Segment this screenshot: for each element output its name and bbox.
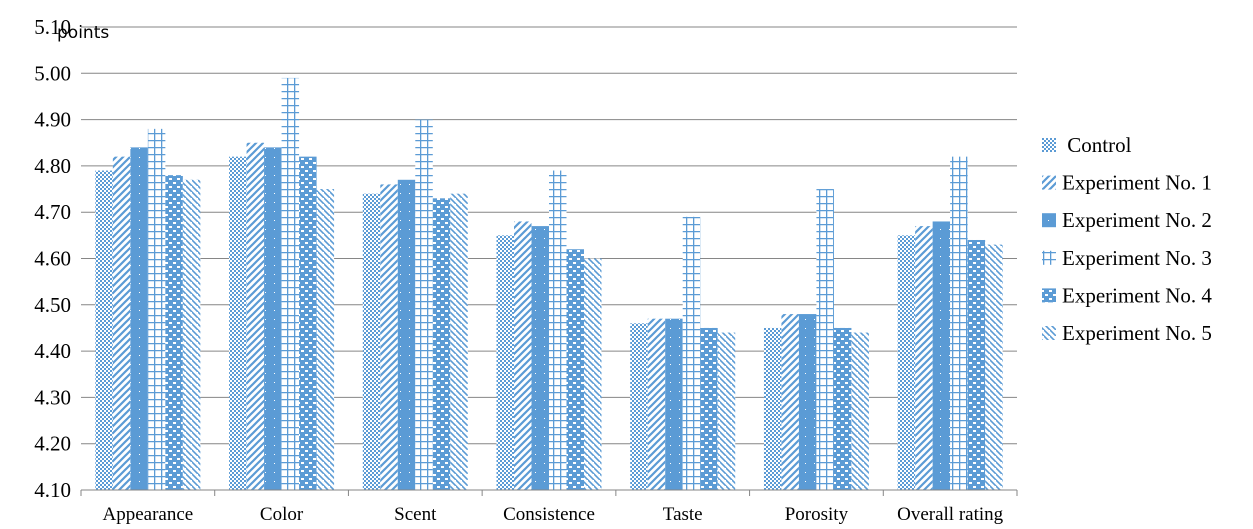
legend-label: Experiment No. 2 bbox=[1062, 208, 1212, 232]
bar-dots bbox=[630, 323, 648, 490]
bar-grid bbox=[415, 119, 433, 490]
legend-label: Experiment No. 3 bbox=[1062, 246, 1212, 270]
bar-check bbox=[299, 156, 317, 490]
bar-dots bbox=[362, 193, 381, 490]
y-tick-label: 5.00 bbox=[34, 61, 71, 85]
bar-solid bbox=[264, 147, 282, 490]
bar-grid bbox=[281, 77, 300, 491]
y-axis-unit-label: points bbox=[57, 23, 109, 43]
legend-swatch-solid bbox=[1042, 213, 1056, 228]
bar-solid bbox=[665, 318, 683, 490]
y-tick-label: 4.10 bbox=[34, 478, 71, 502]
bar-grid bbox=[950, 156, 968, 490]
bar-diag-down bbox=[182, 179, 201, 491]
bar-solid bbox=[932, 221, 951, 490]
x-category-label: Overall rating bbox=[897, 504, 1004, 525]
legend-swatch-dots bbox=[1042, 138, 1056, 152]
legend-label: Experiment No. 4 bbox=[1062, 283, 1212, 307]
y-tick-label: 4.70 bbox=[34, 200, 71, 224]
bar-diag-up bbox=[781, 314, 799, 490]
y-tick-label: 4.80 bbox=[34, 154, 71, 178]
y-tick-label: 4.40 bbox=[34, 339, 71, 363]
bar-grid bbox=[816, 189, 834, 491]
bar-solid bbox=[798, 314, 817, 490]
bar-solid bbox=[397, 179, 416, 491]
bar-solid bbox=[531, 226, 549, 490]
bar-diag-down bbox=[584, 258, 602, 490]
bar-diag-up bbox=[514, 221, 532, 490]
bar-check bbox=[700, 327, 718, 490]
x-category-label: Scent bbox=[394, 504, 437, 525]
bar-diag-up bbox=[647, 318, 666, 490]
bar-check bbox=[432, 198, 451, 490]
y-tick-label: 4.60 bbox=[34, 247, 71, 271]
legend: Control Experiment No. 1 Experiment No. 2 E… bbox=[1042, 133, 1212, 345]
y-tick-label: 5.10 bbox=[34, 15, 71, 39]
bar-check bbox=[566, 249, 584, 490]
x-category-label: Taste bbox=[663, 504, 703, 525]
bars bbox=[95, 77, 1003, 491]
bar-diag-down bbox=[851, 332, 869, 490]
bar-dots bbox=[229, 156, 247, 490]
x-category-label: Porosity bbox=[785, 504, 849, 525]
bar-diag-down bbox=[985, 244, 1003, 490]
axes: 4.10 4.20 4.30 4.40 4.50 4.60 4.70 4.80 4.90 5.00… bbox=[34, 15, 1018, 525]
bar-diag-down bbox=[450, 193, 468, 490]
bar-diag-down bbox=[717, 332, 736, 490]
bar-dots bbox=[95, 170, 113, 490]
bar-diag-up bbox=[915, 226, 933, 490]
bar-check bbox=[165, 175, 183, 490]
legend-label: Experiment No. 5 bbox=[1062, 321, 1212, 345]
bar-dots bbox=[496, 235, 514, 490]
legend-label: Control bbox=[1062, 133, 1132, 157]
bar-diag-up bbox=[380, 184, 398, 491]
legend-swatch-check bbox=[1042, 288, 1056, 303]
x-category-label: Appearance bbox=[102, 504, 193, 525]
x-category-label: Consistence bbox=[503, 504, 595, 525]
y-tick-label: 4.20 bbox=[34, 432, 71, 456]
legend-label: Experiment No. 1 bbox=[1062, 171, 1212, 195]
legend-swatch-grid bbox=[1042, 250, 1056, 265]
x-category-label: Color bbox=[260, 504, 304, 525]
bar-dots bbox=[763, 327, 782, 490]
bar-dots bbox=[897, 235, 916, 490]
bar-check bbox=[833, 327, 852, 490]
bar-grid bbox=[147, 128, 166, 491]
bar-grid bbox=[682, 216, 701, 490]
bar-grid bbox=[549, 170, 567, 490]
bar-diag-up bbox=[246, 142, 265, 490]
legend-swatch-diag-up bbox=[1042, 175, 1056, 190]
legend-swatch-diag-down bbox=[1042, 326, 1056, 340]
bar-solid bbox=[130, 147, 148, 490]
y-tick-label: 4.90 bbox=[34, 108, 71, 132]
y-tick-label: 4.50 bbox=[34, 293, 71, 317]
bar-diag-down bbox=[316, 189, 335, 491]
bar-check bbox=[967, 239, 986, 490]
y-tick-label: 4.30 bbox=[34, 385, 71, 409]
bar-diag-up bbox=[112, 156, 131, 490]
